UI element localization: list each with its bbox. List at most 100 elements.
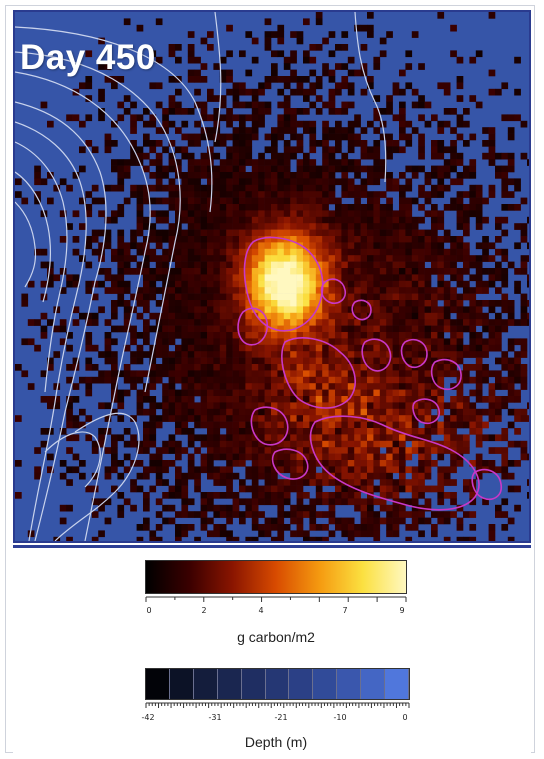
grid-cell xyxy=(373,268,381,275)
grid-cell xyxy=(239,287,246,294)
grid-cell xyxy=(335,306,342,314)
grid-cell xyxy=(469,325,477,333)
grid-cell xyxy=(232,287,240,294)
grid-cell xyxy=(347,236,355,243)
grid-cell xyxy=(123,466,131,474)
grid-cell xyxy=(91,498,99,506)
grid-cell xyxy=(219,76,227,83)
grid-cell xyxy=(475,50,483,58)
grid-cell xyxy=(411,88,419,96)
grid-cell xyxy=(437,447,445,454)
grid-cell xyxy=(283,108,291,115)
grid-cell xyxy=(303,229,310,237)
grid-cell xyxy=(251,37,259,45)
grid-cell xyxy=(290,280,297,288)
grid-cell xyxy=(104,319,112,326)
grid-cell xyxy=(207,530,214,538)
grid-cell xyxy=(226,50,233,58)
grid-cell xyxy=(475,242,483,250)
grid-cell xyxy=(271,389,278,397)
grid-cell xyxy=(328,184,336,192)
grid-cell xyxy=(373,415,381,422)
grid-cell xyxy=(514,184,521,192)
grid-cell xyxy=(450,108,457,115)
grid-cell xyxy=(469,408,477,416)
grid-cell xyxy=(239,248,246,256)
grid-cell xyxy=(232,383,240,390)
grid-cell xyxy=(251,338,259,346)
grid-cell xyxy=(431,229,438,237)
grid-cell xyxy=(143,255,150,262)
map-panel[interactable] xyxy=(13,10,531,543)
grid-cell xyxy=(309,204,317,211)
grid-cell xyxy=(258,332,265,339)
grid-cell xyxy=(277,88,285,96)
grid-cell xyxy=(418,95,425,102)
grid-cell xyxy=(85,364,93,371)
grid-cell xyxy=(187,210,195,218)
grid-cell xyxy=(315,524,323,531)
grid-cell xyxy=(379,133,387,141)
grid-cell xyxy=(443,421,451,429)
grid-cell xyxy=(104,184,112,192)
grid-cell xyxy=(213,191,221,198)
grid-cell xyxy=(143,504,150,512)
grid-cell xyxy=(283,306,291,314)
grid-cell xyxy=(66,114,73,122)
grid-cell xyxy=(392,440,400,448)
grid-cell xyxy=(303,453,310,461)
grid-cell xyxy=(399,88,406,96)
grid-cell xyxy=(354,280,361,288)
grid-cell xyxy=(155,197,163,205)
grid-cell xyxy=(456,133,464,141)
grid-cell xyxy=(271,306,278,314)
grid-cell xyxy=(386,204,393,211)
grid-cell xyxy=(360,511,368,518)
grid-cell xyxy=(251,165,259,173)
grid-cell xyxy=(437,485,445,493)
grid-cell xyxy=(341,191,349,198)
grid-cell xyxy=(53,402,61,410)
grid-cell xyxy=(386,108,393,115)
grid-cell xyxy=(367,466,374,474)
depth-color-swatch xyxy=(193,669,218,699)
grid-cell xyxy=(149,460,157,467)
grid-cell xyxy=(194,434,201,442)
grid-cell xyxy=(501,396,509,403)
grid-cell xyxy=(360,287,368,294)
grid-cell xyxy=(418,236,425,243)
grid-cell xyxy=(181,261,189,269)
grid-cell xyxy=(296,421,304,429)
grid-cell xyxy=(360,210,368,218)
grid-cell xyxy=(303,338,310,346)
grid-cell xyxy=(347,120,355,128)
grid-cell xyxy=(207,440,214,448)
grid-cell xyxy=(213,120,221,128)
grid-cell xyxy=(328,146,336,154)
grid-cell xyxy=(162,229,169,237)
grid-cell xyxy=(456,248,464,256)
grid-cell xyxy=(168,415,176,422)
grid-cell xyxy=(143,325,150,333)
grid-cell xyxy=(219,421,227,429)
grid-cell xyxy=(341,31,349,38)
grid-cell xyxy=(469,485,477,493)
grid-cell xyxy=(347,184,355,192)
grid-cell xyxy=(245,383,253,390)
grid-cell xyxy=(309,178,317,186)
grid-cell xyxy=(194,268,201,275)
grid-cell xyxy=(277,421,285,429)
grid-cell xyxy=(181,216,189,224)
grid-cell xyxy=(463,165,470,173)
grid-cell xyxy=(501,460,509,467)
grid-cell xyxy=(431,152,438,160)
grid-cell xyxy=(232,440,240,448)
grid-cell xyxy=(66,376,73,384)
grid-cell xyxy=(271,146,278,154)
grid-cell xyxy=(245,133,253,141)
grid-cell xyxy=(213,402,221,410)
grid-cell xyxy=(283,204,291,211)
grid-cell xyxy=(443,479,451,486)
grid-cell xyxy=(450,152,457,160)
grid-cell xyxy=(290,460,297,467)
